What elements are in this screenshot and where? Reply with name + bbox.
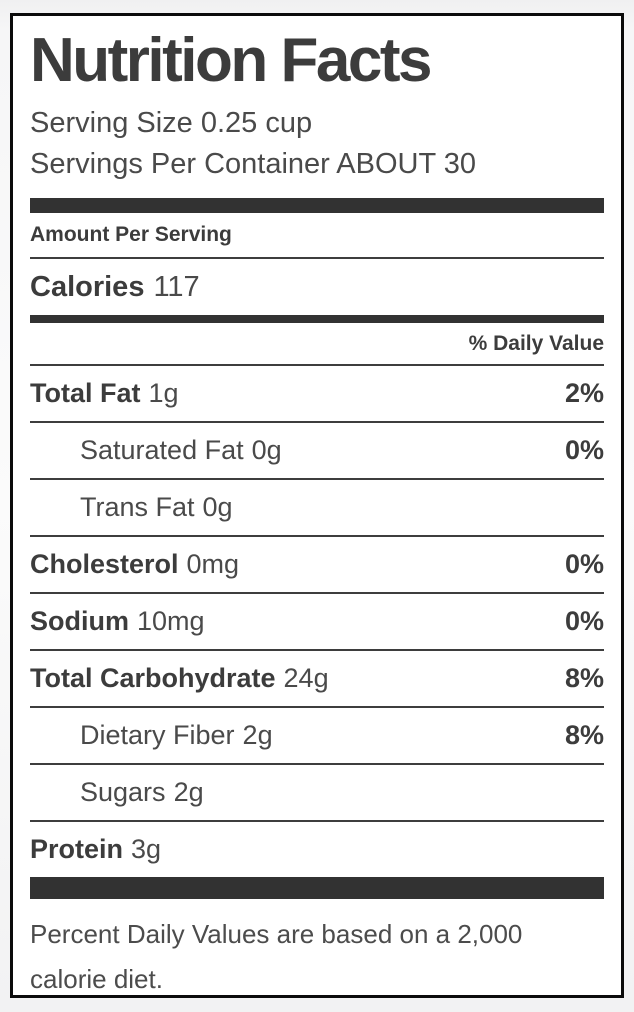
nutrient-amount: 2g — [242, 720, 273, 751]
nutrient-name: Cholesterol 0mg — [30, 549, 240, 580]
separator-bar-bottom — [30, 877, 604, 900]
nutrient-row-dietary-fiber: Dietary Fiber 2g 8% — [30, 706, 604, 763]
separator-bar-top — [30, 198, 604, 214]
nutrient-amount: 0g — [251, 435, 282, 466]
calories-row: Calories 117 — [30, 257, 604, 315]
servings-per-container-text: Servings Per Container ABOUT 30 — [30, 148, 476, 181]
nutrient-amount: 0g — [202, 492, 233, 523]
nutrient-amount: 1g — [148, 378, 179, 409]
nutrient-row-protein: Protein 3g — [30, 820, 604, 877]
nutrient-amount: 0mg — [186, 549, 240, 580]
serving-size-text: Serving Size 0.25 cup — [30, 107, 313, 140]
nutrient-name: Sugars 2g — [80, 777, 204, 808]
nutrient-daily-value: 0% — [564, 606, 604, 637]
nutrient-daily-value: 0% — [564, 549, 604, 580]
nutrient-daily-value: 0% — [564, 435, 604, 466]
nutrition-facts-label: Nutrition Facts Serving Size 0.25 cup Se… — [10, 13, 624, 998]
nutrient-row-sodium: Sodium 10mg 0% — [30, 592, 604, 649]
nutrient-name: Saturated Fat 0g — [80, 435, 282, 466]
nutrient-name: Dietary Fiber 2g — [80, 720, 273, 751]
nutrient-name: Total Carbohydrate 24g — [30, 663, 329, 694]
nutrient-daily-value: 8% — [564, 720, 604, 751]
nutrient-row-saturated-fat: Saturated Fat 0g 0% — [30, 421, 604, 478]
nutrient-row-total-fat: Total Fat 1g 2% — [30, 364, 604, 421]
calories-value: 117 — [153, 270, 200, 303]
separator-bar-daily-value — [30, 315, 604, 324]
nutrient-name: Trans Fat 0g — [80, 492, 233, 523]
nutrient-amount: 24g — [283, 663, 329, 694]
nutrient-row-cholesterol: Cholesterol 0mg 0% — [30, 535, 604, 592]
nutrient-daily-value: 8% — [564, 663, 604, 694]
daily-value-header: % Daily Value — [468, 331, 604, 355]
amount-per-serving-heading: Amount Per Serving — [30, 223, 232, 247]
nutrient-amount: 2g — [173, 777, 204, 808]
calories-label: Calories — [30, 270, 145, 303]
nutrient-name: Sodium 10mg — [30, 606, 205, 637]
nutrient-row-sugars: Sugars 2g — [30, 763, 604, 820]
nutrient-row-total-carbohydrate: Total Carbohydrate 24g 8% — [30, 649, 604, 706]
nutrient-row-trans-fat: Trans Fat 0g — [30, 478, 604, 535]
label-title: Nutrition Facts — [30, 26, 432, 95]
nutrient-name: Protein 3g — [30, 834, 162, 865]
nutrient-amount: 3g — [131, 834, 162, 865]
nutrient-name: Total Fat 1g — [30, 378, 179, 409]
daily-value-footnote: Percent Daily Values are based on a 2,00… — [30, 919, 523, 995]
nutrient-amount: 10mg — [137, 606, 205, 637]
nutrient-daily-value: 2% — [564, 378, 604, 409]
